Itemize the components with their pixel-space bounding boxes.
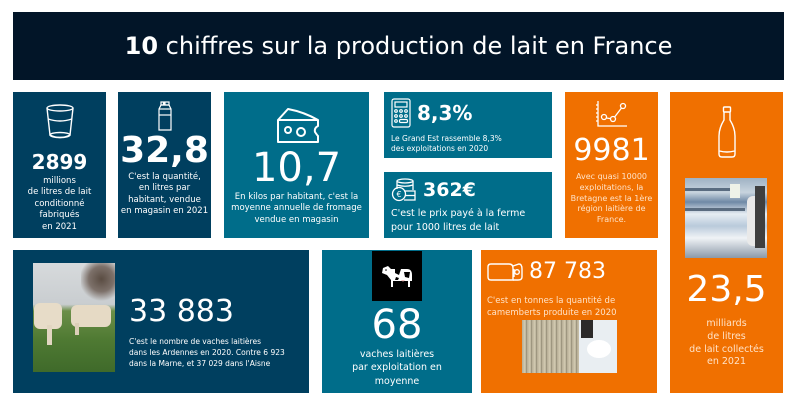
stat-value: 87 783 xyxy=(529,259,606,284)
camembert-icon xyxy=(487,263,523,281)
stat-caption: vaches laitières par exploitation en moy… xyxy=(352,349,442,387)
milk-carton-icon xyxy=(157,101,172,131)
stat-caption: Avec quasi 10000 exploitations, la Breta… xyxy=(570,172,653,225)
stat-caption: C'est la quantité, en litres par habitan… xyxy=(120,172,209,217)
card-bretagne-farms: 9981 Avec quasi 10000 exploitations, la … xyxy=(565,92,658,238)
card-milk-per-capita: 32,8 C'est la quantité, en litres par ha… xyxy=(118,92,211,238)
page-title: 10 chiffres sur la production de lait en… xyxy=(124,32,673,60)
stat-value: 2899 xyxy=(31,150,88,174)
glass-icon xyxy=(45,104,74,139)
stat-caption: Le Grand Est rassemble 8,3% des exploita… xyxy=(391,134,502,154)
card-cheese-per-capita: 10,7 En kilos par habitant, c'est la moy… xyxy=(224,92,369,238)
stat-value: 10,7 xyxy=(251,145,342,191)
stat-value: 33 883 xyxy=(129,294,234,329)
stat-value: 23,5 xyxy=(686,269,767,310)
stat-value: 68 xyxy=(371,302,423,348)
stat-caption: C'est en tonnes la quantité de camembert… xyxy=(487,296,617,319)
coins-euro-icon: € xyxy=(391,178,416,202)
stat-caption: C'est le nombre de vaches laitières dans… xyxy=(129,337,285,368)
stat-caption: En kilos par habitant, c'est la moyenne … xyxy=(231,192,362,225)
page-title-bar: 10 chiffres sur la production de lait en… xyxy=(13,12,784,80)
card-cows-per-farm: 68 vaches laitières par exploitation en … xyxy=(322,250,472,393)
stat-caption: millions de litres de lait conditionné f… xyxy=(27,176,92,232)
card-ardennes-cows: 33 883 C'est le nombre de vaches laitièr… xyxy=(13,250,309,393)
cheese-icon xyxy=(276,108,319,143)
stat-value: 362€ xyxy=(423,178,476,201)
card-milk-packaged: 2899 millions de litres de lait conditio… xyxy=(13,92,106,238)
supermarket-milk-aisle-photo xyxy=(685,178,767,258)
svg-text:€: € xyxy=(396,190,401,199)
cow-icon xyxy=(372,251,422,301)
card-milk-collected: 23,5 milliards de litres de lait collect… xyxy=(670,92,783,393)
stat-value: 32,8 xyxy=(120,130,209,171)
stat-caption: milliards de litres de lait collectés en… xyxy=(689,318,764,368)
camembert-production-photo xyxy=(522,320,617,373)
stat-caption: C'est le prix payé à la ferme pour 1000 … xyxy=(391,208,526,233)
chart-growth-icon xyxy=(595,101,627,127)
card-farm-price: € 362€ C'est le prix payé à la ferme pou… xyxy=(384,172,552,238)
stat-value: 9981 xyxy=(573,133,650,168)
card-camembert: 87 783 C'est en tonnes la quantité de ca… xyxy=(481,250,657,393)
stat-value: 8,3% xyxy=(417,101,473,125)
card-grand-est-share: 8,3% Le Grand Est rassemble 8,3% des exp… xyxy=(384,92,552,158)
cows-in-field-photo xyxy=(33,263,115,372)
calculator-icon xyxy=(391,98,411,128)
bottle-icon xyxy=(717,106,736,158)
